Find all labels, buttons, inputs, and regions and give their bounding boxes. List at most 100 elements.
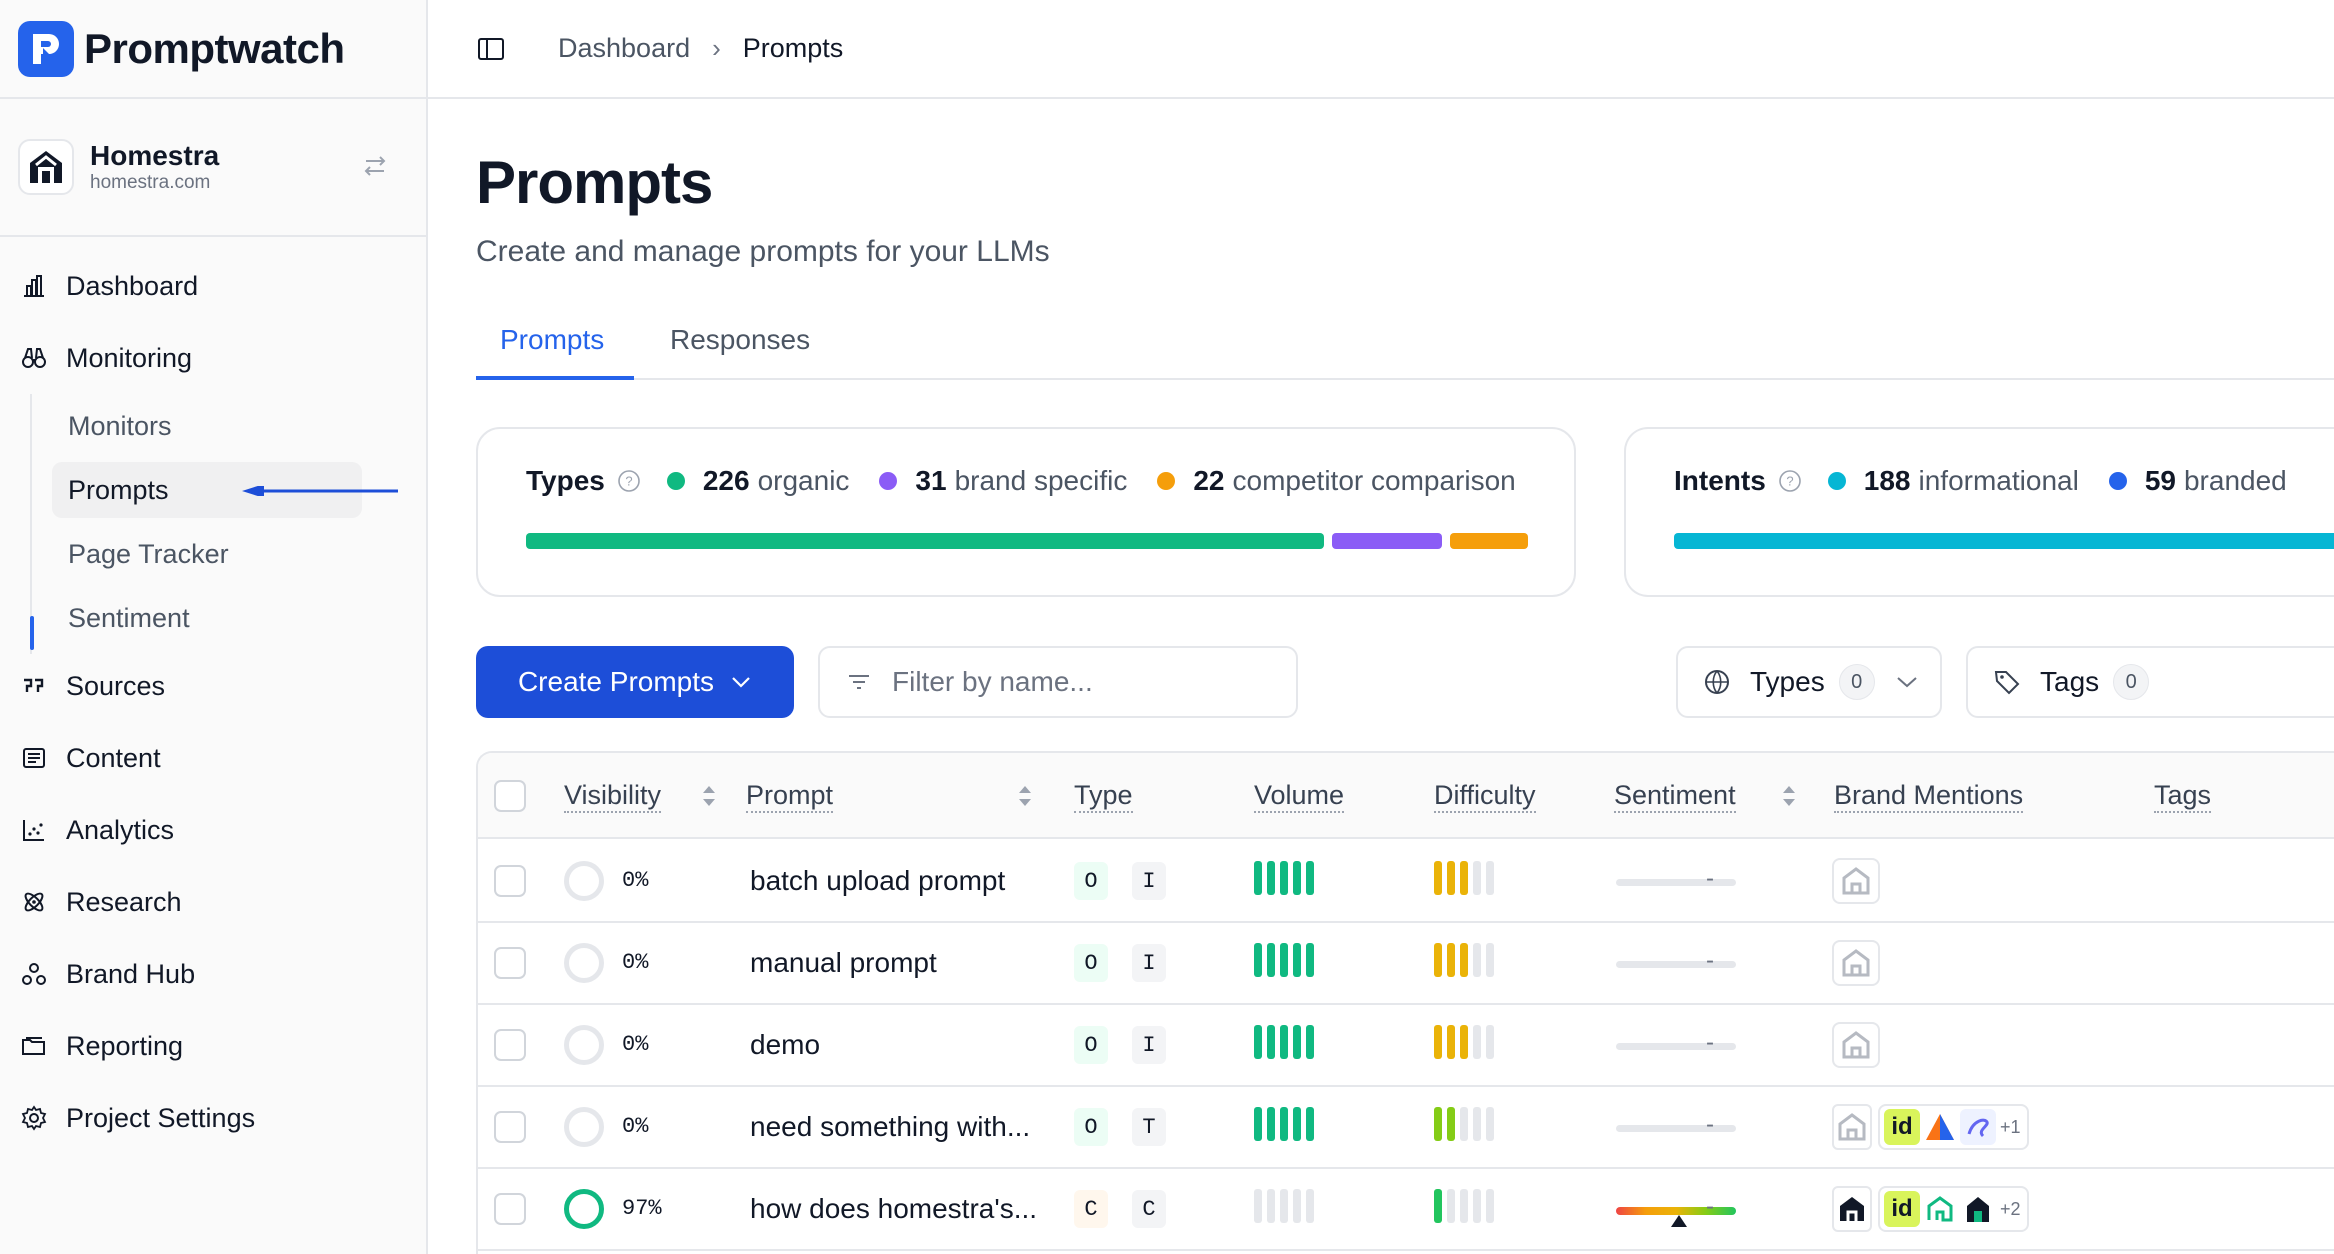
sidebar-item-label: Dashboard bbox=[66, 270, 199, 301]
chevron-down-icon bbox=[732, 677, 750, 688]
sidebar-item-label: Brand Hub bbox=[66, 958, 196, 989]
column-tags[interactable]: Tags bbox=[2154, 781, 2212, 813]
table-row[interactable]: 0% need something with... O T id bbox=[478, 1087, 2334, 1169]
column-visibility[interactable]: Visibility bbox=[564, 781, 662, 813]
svg-text:?: ? bbox=[625, 474, 632, 489]
branded-label: branded bbox=[2183, 465, 2287, 496]
prompt-text[interactable]: batch upload prompt bbox=[750, 865, 1006, 896]
triangle-brand-logo-icon bbox=[1922, 1109, 1958, 1145]
row-checkbox[interactable] bbox=[494, 1029, 526, 1061]
sidebar-item-dashboard[interactable]: Dashboard bbox=[0, 250, 426, 322]
gear-icon bbox=[21, 1105, 47, 1131]
table-row[interactable]: 0% manual prompt O I - bbox=[478, 923, 2334, 1005]
logo[interactable]: Promptwatch bbox=[0, 0, 426, 99]
sort-icon[interactable] bbox=[1016, 783, 1034, 809]
help-icon[interactable]: ? bbox=[1778, 469, 1802, 493]
column-brand-mentions[interactable]: Brand Mentions bbox=[1834, 781, 2024, 813]
informational-bar bbox=[1674, 533, 2334, 549]
scatter-chart-icon bbox=[23, 820, 44, 841]
table-row[interactable]: 0% batch upload prompt O I - bbox=[478, 841, 2334, 923]
difficulty-bars bbox=[1434, 861, 1494, 895]
sort-icon[interactable] bbox=[1780, 783, 1798, 809]
select-all-checkbox[interactable] bbox=[494, 780, 526, 812]
sentiment-bar bbox=[1616, 1125, 1736, 1132]
tags-value: - bbox=[1706, 947, 1714, 974]
sidebar-item-prompts[interactable]: Prompts bbox=[52, 462, 398, 518]
switch-arrows-icon[interactable] bbox=[360, 151, 390, 181]
sidebar-item-brand-hub[interactable]: Brand Hub bbox=[0, 938, 426, 1010]
sidebar-item-monitoring[interactable]: Monitoring bbox=[0, 322, 426, 394]
tags-count-badge: 0 bbox=[2113, 664, 2150, 700]
prompt-text[interactable]: need something with... bbox=[750, 1111, 1031, 1142]
filter-input[interactable] bbox=[892, 666, 1272, 698]
swirl-brand-logo-icon bbox=[1960, 1109, 1996, 1145]
breadcrumb: Dashboard › Prompts bbox=[558, 33, 843, 64]
prompt-text[interactable]: manual prompt bbox=[750, 947, 937, 978]
table-row[interactable]: 0% demo O I - bbox=[478, 1005, 2334, 1087]
brand-mentions[interactable]: id +2 bbox=[1832, 1186, 2029, 1232]
tab-prompts[interactable]: Prompts bbox=[500, 324, 605, 355]
atom-icon bbox=[24, 892, 44, 912]
tab-responses[interactable]: Responses bbox=[670, 324, 811, 355]
table-row[interactable]: 97% how does homestra's... C C id bbox=[478, 1169, 2334, 1251]
help-icon[interactable]: ? bbox=[617, 469, 641, 493]
tags-value: - bbox=[1706, 1029, 1714, 1056]
type-badge-organic: O bbox=[1074, 944, 1108, 982]
sidebar-item-page-tracker[interactable]: Page Tracker bbox=[30, 522, 426, 586]
row-checkbox[interactable] bbox=[494, 1111, 526, 1143]
row-checkbox[interactable] bbox=[494, 1193, 526, 1225]
topbar: Dashboard › Prompts bbox=[428, 0, 2334, 99]
filter-icon bbox=[849, 675, 869, 689]
sentiment-bar bbox=[1616, 1207, 1736, 1227]
sidebar-item-label: Research bbox=[66, 886, 182, 917]
prompt-text[interactable]: how does homestra's... bbox=[750, 1193, 1038, 1224]
brand-mentions[interactable] bbox=[1832, 940, 1880, 986]
sidebar-item-project-settings[interactable]: Project Settings bbox=[0, 1082, 426, 1154]
column-sentiment[interactable]: Sentiment bbox=[1614, 781, 1736, 813]
row-checkbox[interactable] bbox=[494, 865, 526, 897]
project-switcher[interactable]: Homestra homestra.com bbox=[0, 99, 426, 237]
column-volume[interactable]: Volume bbox=[1254, 781, 1345, 813]
intent-badge: T bbox=[1132, 1108, 1166, 1146]
id-brand-logo-icon: id bbox=[1884, 1191, 1920, 1227]
sidebar-item-reporting[interactable]: Reporting bbox=[0, 1010, 426, 1082]
globe-icon bbox=[1705, 670, 1729, 694]
tags-value: - bbox=[1706, 1111, 1714, 1138]
sidebar-item-sources[interactable]: Sources bbox=[0, 650, 426, 722]
sidebar-item-content[interactable]: Content bbox=[0, 722, 426, 794]
column-type[interactable]: Type bbox=[1074, 781, 1133, 813]
sidebar-item-monitors[interactable]: Monitors bbox=[30, 394, 426, 458]
brand-mentions[interactable]: id +1 bbox=[1832, 1104, 2029, 1150]
brand-mentions[interactable] bbox=[1832, 858, 1880, 904]
tags-dropdown[interactable]: Tags 0 bbox=[1966, 646, 2334, 718]
prompt-text[interactable]: demo bbox=[750, 1029, 821, 1060]
sidebar-item-analytics[interactable]: Analytics bbox=[0, 794, 426, 866]
folder-icon bbox=[22, 1037, 45, 1055]
sidebar-item-sentiment[interactable]: Sentiment bbox=[30, 586, 426, 650]
difficulty-bars bbox=[1434, 1107, 1494, 1141]
visibility-ring bbox=[564, 1025, 604, 1065]
homestra-logo-icon bbox=[30, 151, 62, 183]
tag-icon bbox=[1994, 671, 2020, 695]
sort-icon[interactable] bbox=[700, 783, 718, 809]
quote-icon bbox=[24, 678, 44, 692]
types-dropdown[interactable]: Types 0 bbox=[1676, 646, 1942, 718]
sidebar-item-label: Reporting bbox=[66, 1030, 184, 1061]
chevron-right-icon: › bbox=[712, 33, 721, 63]
breadcrumb-dashboard[interactable]: Dashboard bbox=[558, 33, 691, 63]
sidebar-toggle-icon[interactable] bbox=[476, 34, 506, 64]
row-checkbox[interactable] bbox=[494, 947, 526, 979]
column-prompt[interactable]: Prompt bbox=[746, 781, 834, 813]
homestra-logo-icon bbox=[1832, 1186, 1872, 1232]
types-label: Types bbox=[526, 465, 605, 496]
svg-text:?: ? bbox=[1786, 474, 1793, 489]
project-domain: homestra.com bbox=[90, 172, 211, 193]
column-difficulty[interactable]: Difficulty bbox=[1434, 781, 1536, 813]
sidebar-item-research[interactable]: Research bbox=[0, 866, 426, 938]
brand-specific-label: brand specific bbox=[954, 465, 1128, 496]
sidebar-item-label: Sentiment bbox=[68, 602, 190, 633]
create-prompts-button[interactable]: Create Prompts bbox=[476, 646, 794, 718]
filter-field[interactable] bbox=[818, 646, 1298, 718]
intents-distribution-bar bbox=[1674, 533, 2334, 549]
brand-mentions[interactable] bbox=[1832, 1022, 1880, 1068]
